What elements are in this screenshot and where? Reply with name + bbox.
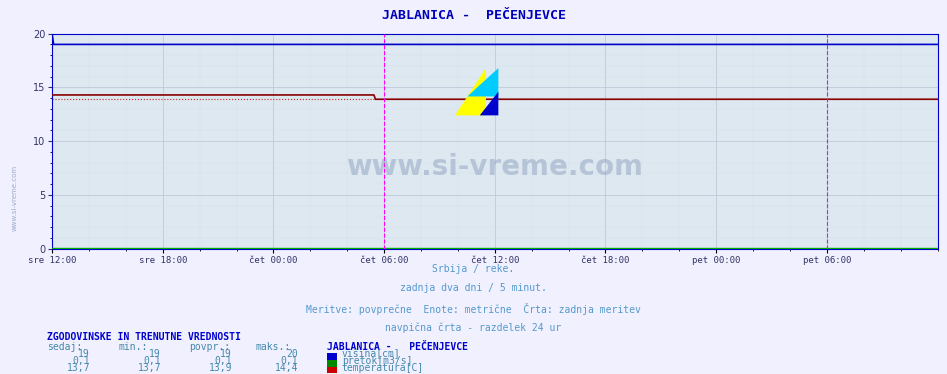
Text: ZGODOVINSKE IN TRENUTNE VREDNOSTI: ZGODOVINSKE IN TRENUTNE VREDNOSTI bbox=[47, 332, 241, 342]
Text: www.si-vreme.com: www.si-vreme.com bbox=[347, 153, 643, 181]
Text: 0,1: 0,1 bbox=[280, 356, 298, 366]
Text: maks.:: maks.: bbox=[256, 342, 291, 352]
Text: 13,7: 13,7 bbox=[66, 362, 90, 373]
Text: sedaj:: sedaj: bbox=[47, 342, 82, 352]
Text: Srbija / reke.: Srbija / reke. bbox=[433, 264, 514, 274]
Text: zadnja dva dni / 5 minut.: zadnja dva dni / 5 minut. bbox=[400, 283, 547, 293]
Text: pretok[m3/s]: pretok[m3/s] bbox=[342, 356, 412, 366]
Polygon shape bbox=[468, 68, 498, 96]
Text: 13,7: 13,7 bbox=[137, 362, 161, 373]
Polygon shape bbox=[455, 68, 486, 116]
Text: 0,1: 0,1 bbox=[214, 356, 232, 366]
Text: min.:: min.: bbox=[118, 342, 148, 352]
Text: 0,1: 0,1 bbox=[72, 356, 90, 366]
Text: 19: 19 bbox=[221, 349, 232, 359]
Text: 19: 19 bbox=[150, 349, 161, 359]
Text: 19: 19 bbox=[79, 349, 90, 359]
Text: JABLANICA -  PEČENJEVCE: JABLANICA - PEČENJEVCE bbox=[382, 9, 565, 22]
Text: Meritve: povprečne  Enote: metrične  Črta: zadnja meritev: Meritve: povprečne Enote: metrične Črta:… bbox=[306, 303, 641, 315]
Text: 13,9: 13,9 bbox=[208, 362, 232, 373]
Text: 14,4: 14,4 bbox=[275, 362, 298, 373]
Text: www.si-vreme.com: www.si-vreme.com bbox=[11, 165, 17, 231]
Polygon shape bbox=[480, 92, 498, 116]
Text: temperatura[C]: temperatura[C] bbox=[342, 362, 424, 373]
Text: povpr.:: povpr.: bbox=[189, 342, 230, 352]
Text: JABLANICA -   PEČENJEVCE: JABLANICA - PEČENJEVCE bbox=[327, 342, 468, 352]
Text: 20: 20 bbox=[287, 349, 298, 359]
Text: navpična črta - razdelek 24 ur: navpična črta - razdelek 24 ur bbox=[385, 322, 562, 332]
Text: višina[cm]: višina[cm] bbox=[342, 349, 401, 359]
Text: 0,1: 0,1 bbox=[143, 356, 161, 366]
